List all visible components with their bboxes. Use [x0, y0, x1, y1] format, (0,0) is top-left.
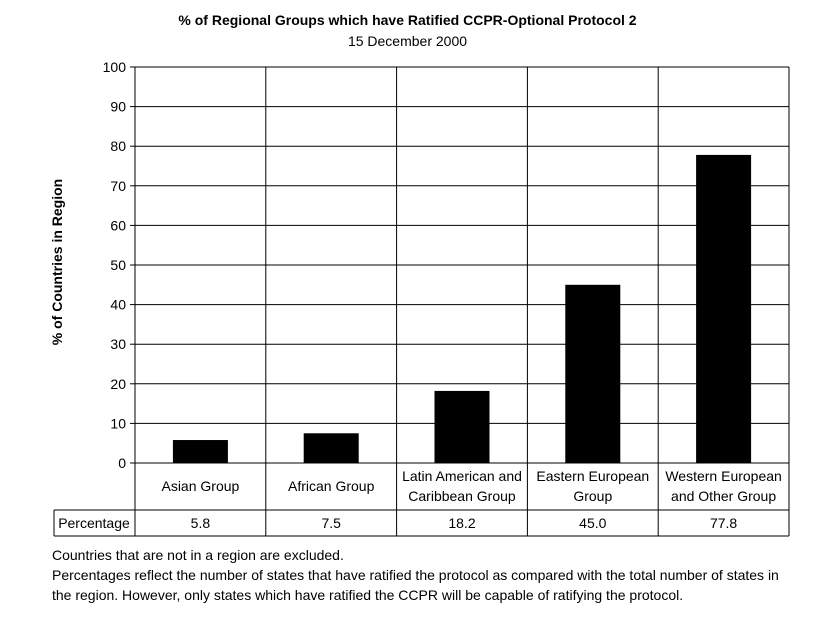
data-table-row-label: Percentage — [58, 515, 130, 531]
chart-subtitle: 15 December 2000 — [347, 33, 468, 49]
data-table-lines — [53, 509, 789, 537]
data-table-value-3: 45.0 — [579, 515, 607, 531]
y-tick-label-30: 30 — [110, 336, 126, 352]
y-tick-label-100: 100 — [103, 59, 127, 75]
bar-2 — [434, 390, 490, 463]
category-label-3: Eastern European Group — [536, 468, 650, 504]
note-percentages: Percentages reflect the number of states… — [52, 567, 779, 603]
bar-1 — [303, 433, 359, 463]
chart-bars — [172, 154, 752, 464]
bar-0 — [172, 440, 228, 463]
data-table-value-4: 77.8 — [709, 515, 738, 531]
y-tick-label-80: 80 — [110, 138, 126, 154]
bar-4 — [696, 154, 752, 464]
y-tick-label-50: 50 — [110, 257, 126, 273]
chart-title: % of Regional Groups which have Ratified… — [178, 12, 637, 28]
data-table-value-1: 7.5 — [321, 515, 341, 531]
bar-3 — [565, 284, 621, 463]
y-tick-label-70: 70 — [110, 178, 126, 194]
category-label-0: Asian Group — [161, 478, 240, 494]
chart-grid — [134, 66, 790, 536]
y-tick-label-20: 20 — [110, 376, 126, 392]
category-label-4: Western European and Other Group — [665, 468, 782, 504]
data-table-value-0: 5.8 — [190, 515, 211, 531]
chart-notes: Countries that are not in a region are e… — [52, 545, 802, 605]
data-table-value-2: 18.2 — [448, 515, 476, 531]
y-tick-label-40: 40 — [110, 297, 126, 313]
note-excluded: Countries that are not in a region are e… — [52, 547, 344, 563]
y-axis-ticks: 0 10 20 30 40 50 60 70 80 90 100 — [103, 59, 135, 471]
y-tick-label-90: 90 — [110, 99, 126, 115]
category-label-1: African Group — [288, 478, 375, 494]
y-tick-label-10: 10 — [110, 415, 126, 431]
category-label-2: Latin American and Caribbean Group — [402, 468, 522, 504]
y-tick-label-0: 0 — [118, 455, 126, 471]
y-tick-label-60: 60 — [110, 217, 126, 233]
